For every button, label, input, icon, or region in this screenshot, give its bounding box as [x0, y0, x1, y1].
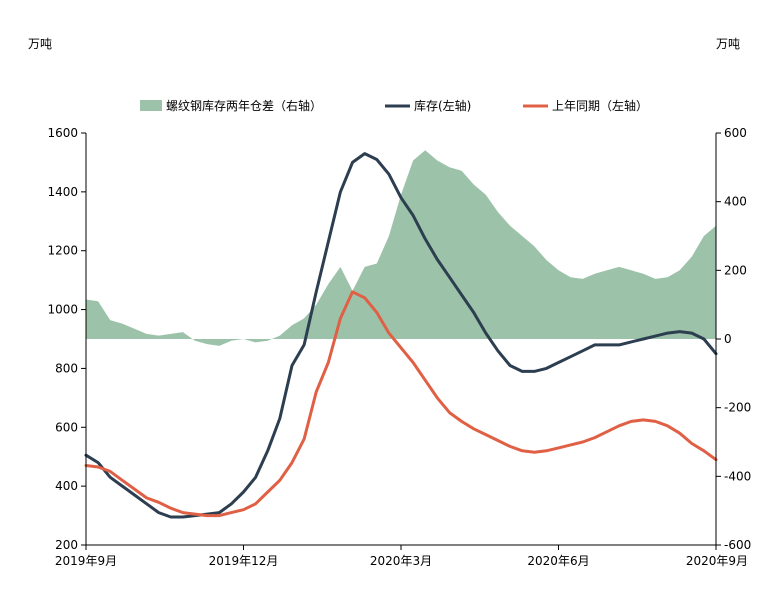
legend-label-lastyear: 上年同期（左轴）	[552, 98, 648, 113]
x-tick-label: 2020年6月	[527, 554, 589, 568]
legend-label-area: 螺纹钢库存两年仓差（右轴）	[166, 98, 322, 113]
right-tick-label: -600	[724, 538, 751, 552]
right-tick-label: -400	[724, 469, 751, 483]
left-tick-label: 800	[55, 361, 78, 375]
plot-area	[84, 150, 718, 519]
left-axis-unit: 万吨	[28, 37, 52, 51]
legend: 螺纹钢库存两年仓差（右轴） 库存(左轴) 上年同期（左轴）	[140, 98, 648, 113]
right-tick-label: 200	[724, 263, 747, 277]
series-line-last-year	[84, 290, 718, 518]
x-tick-label: 2019年12月	[209, 554, 279, 568]
left-tick-label: 1000	[47, 303, 78, 317]
left-tick-label: 1400	[47, 185, 78, 199]
left-tick-label: 1600	[47, 126, 78, 140]
legend-label-stock: 库存(左轴)	[414, 98, 471, 113]
legend-swatch-area	[140, 100, 162, 111]
left-tick-label: 400	[55, 479, 78, 493]
axes: 200 400 600 800 1000 1200 1400 1600 -600 -400 -200…	[47, 126, 751, 568]
right-tick-label: 0	[724, 332, 732, 346]
x-tick-label: 2020年3月	[370, 554, 432, 568]
series-area-inventory-diff	[86, 150, 716, 346]
right-axis-unit: 万吨	[716, 37, 740, 51]
right-tick-label: -200	[724, 401, 751, 415]
right-tick-label: 600	[724, 126, 747, 140]
left-tick-label: 200	[55, 538, 78, 552]
x-tick-label: 2020年9月	[686, 554, 748, 568]
x-tick-label: 2019年9月	[55, 554, 117, 568]
left-tick-label: 1200	[47, 244, 78, 258]
series-line-stock	[84, 152, 718, 519]
right-tick-label: 400	[724, 195, 747, 209]
left-tick-label: 600	[55, 420, 78, 434]
